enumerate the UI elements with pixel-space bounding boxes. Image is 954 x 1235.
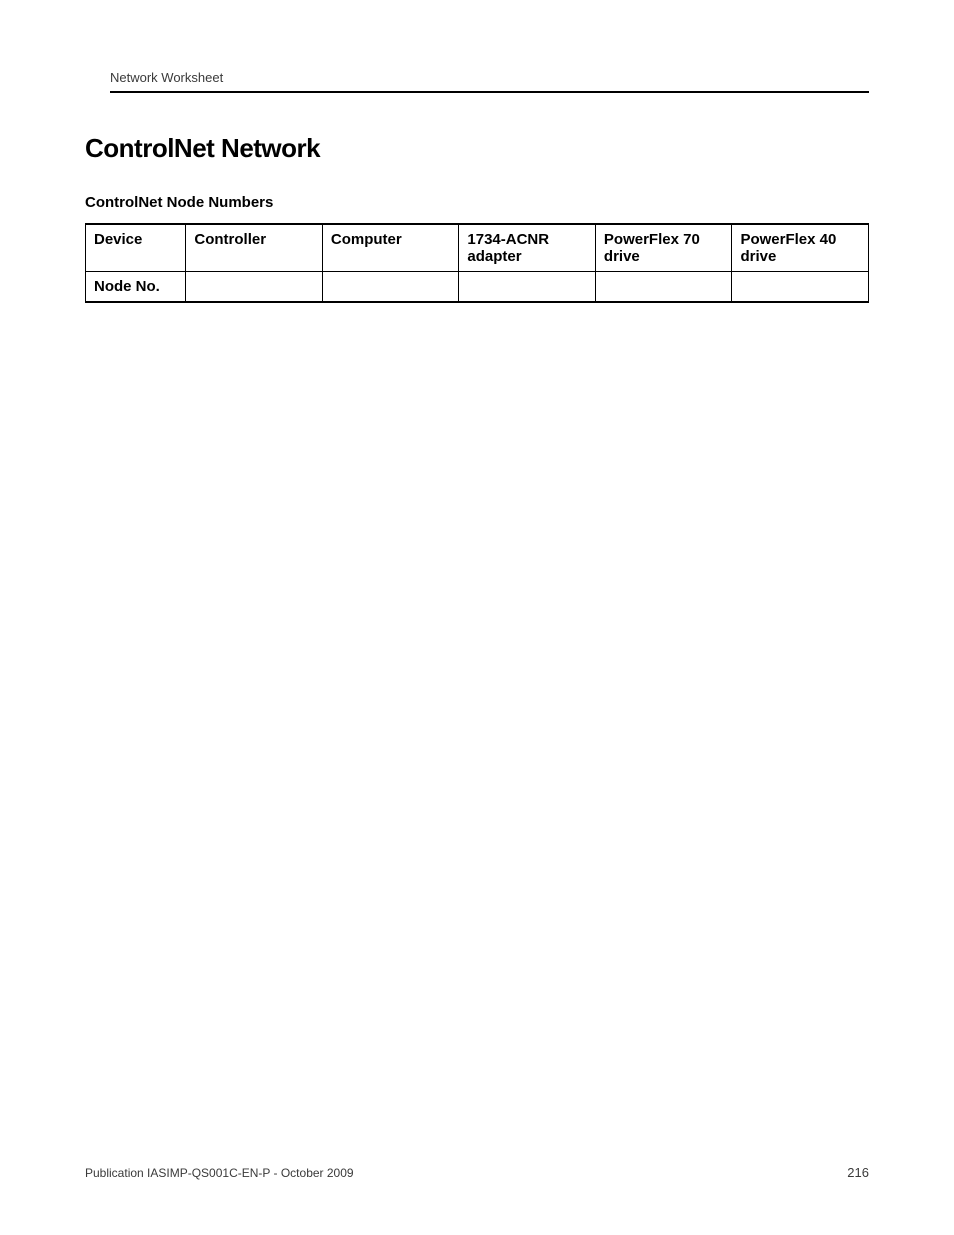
row-label-node-no: Node No. [86,272,186,303]
cell-pf40 [732,272,869,303]
col-header-adapter: 1734-ACNR adapter [459,224,596,272]
footer-publication: Publication IASIMP-QS001C-EN-P - October… [85,1166,354,1180]
table-data-row: Node No. [86,272,869,303]
page-container: Network Worksheet ControlNet Network Con… [0,0,954,1235]
section-title: ControlNet Network [85,133,869,164]
footer-page-number: 216 [847,1165,869,1180]
table-header-row: Device Controller Computer 1734-ACNR ada… [86,224,869,272]
cell-computer [322,272,459,303]
cell-controller [186,272,323,303]
col-header-computer: Computer [322,224,459,272]
cell-adapter [459,272,596,303]
page-header: Network Worksheet [110,70,869,93]
col-header-controller: Controller [186,224,323,272]
col-header-pf70: PowerFlex 70 drive [595,224,732,272]
node-numbers-table: Device Controller Computer 1734-ACNR ada… [85,223,869,303]
col-header-pf40: PowerFlex 40 drive [732,224,869,272]
page-footer: Publication IASIMP-QS001C-EN-P - October… [85,1165,869,1180]
cell-pf70 [595,272,732,303]
col-header-device: Device [86,224,186,272]
header-worksheet-label: Network Worksheet [110,70,223,85]
table-title: ControlNet Node Numbers [85,194,869,211]
